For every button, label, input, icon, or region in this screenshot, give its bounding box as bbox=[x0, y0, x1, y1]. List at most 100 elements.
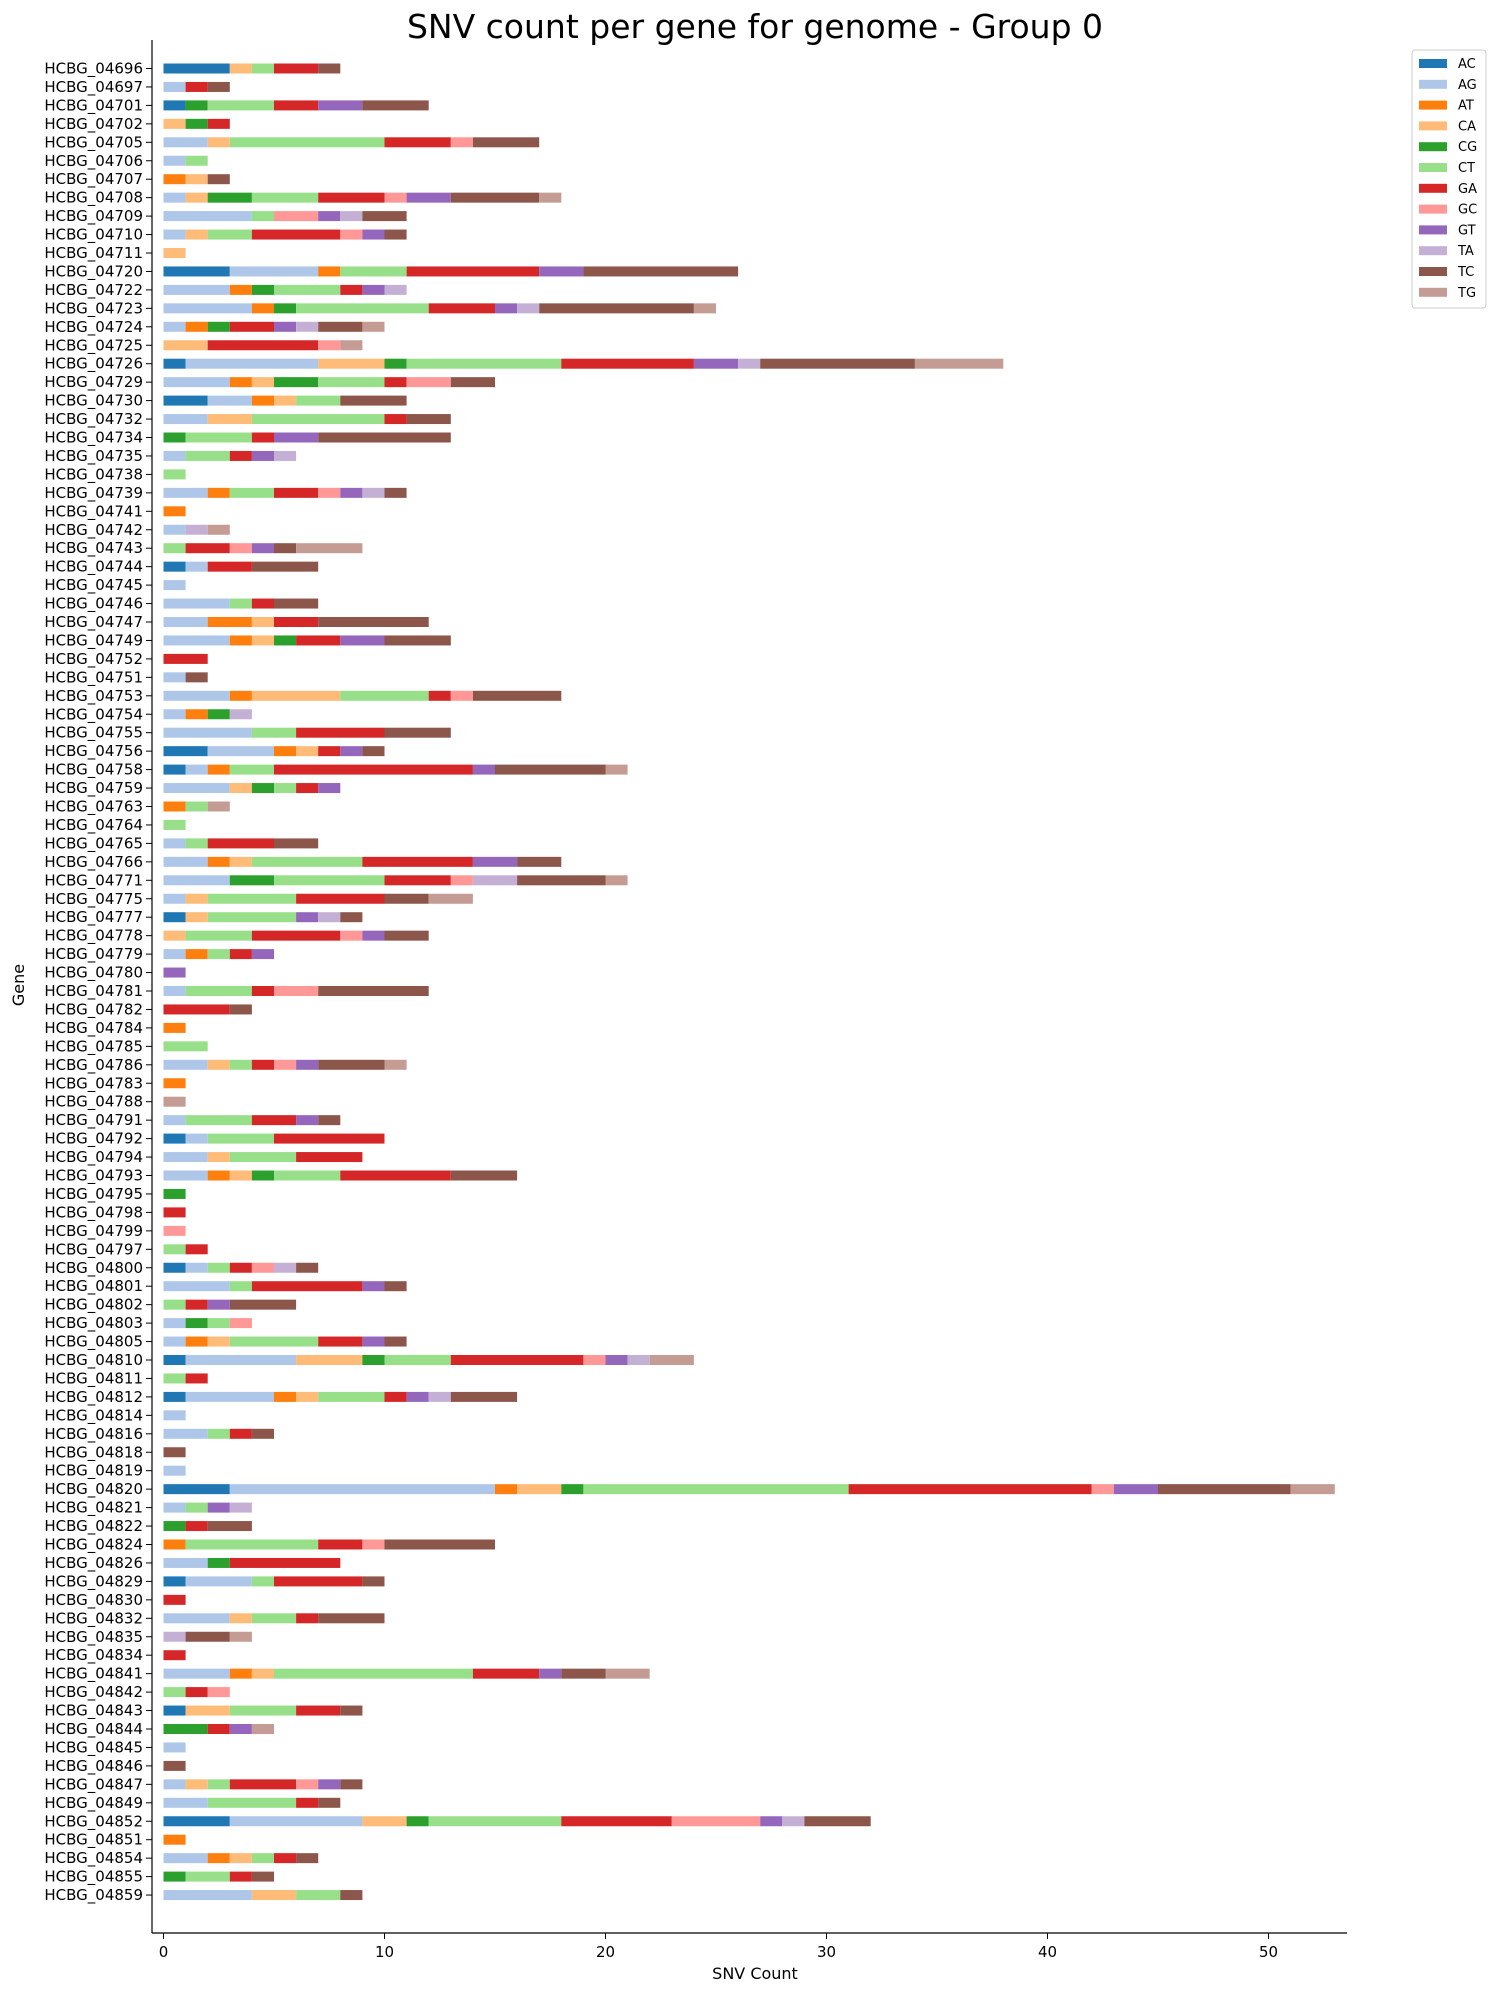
bar-segment-hcbg_04730-at bbox=[251, 395, 274, 406]
bar-segment-hcbg_04701-ga bbox=[274, 100, 319, 111]
x-axis-label: SNV Count bbox=[712, 1964, 798, 1983]
bar-segment-hcbg_04786-ct bbox=[229, 1059, 252, 1070]
bar-segment-hcbg_04821-ta bbox=[229, 1502, 252, 1513]
bar-segment-hcbg_04723-ag bbox=[163, 303, 252, 314]
bar-segment-hcbg_04859-ag bbox=[163, 1890, 252, 1901]
bar-segment-hcbg_04753-gc bbox=[450, 690, 473, 701]
bar-segment-hcbg_04759-ct bbox=[274, 783, 297, 794]
bar-segment-hcbg_04777-ac bbox=[163, 912, 186, 923]
legend: AC AG AT CA CG CT GA GC GT TA TC TG bbox=[1411, 49, 1487, 309]
bar-segment-hcbg_04820-gt bbox=[1113, 1484, 1158, 1495]
bar-segment-hcbg_04786-ag bbox=[163, 1059, 208, 1070]
bar-segment-hcbg_04744-tc bbox=[251, 561, 319, 572]
bar-segment-hcbg_04749-gt bbox=[340, 635, 385, 646]
bar-segment-hcbg_04821-ct bbox=[185, 1502, 208, 1513]
bar-segment-hcbg_04816-ag bbox=[163, 1428, 208, 1439]
bar-segment-hcbg_04763-at bbox=[163, 801, 186, 812]
bar-segment-hcbg_04844-tg bbox=[251, 1724, 274, 1734]
legend-label-ta: TA bbox=[1457, 244, 1474, 259]
bar-segment-hcbg_04749-ca bbox=[251, 635, 274, 646]
bar-segment-hcbg_04771-cg bbox=[229, 875, 274, 886]
bar-segment-hcbg_04710-gc bbox=[340, 229, 363, 240]
bar-segment-hcbg_04794-ca bbox=[207, 1152, 230, 1163]
bar-segment-hcbg_04739-ct bbox=[229, 487, 274, 498]
bar-segment-hcbg_04756-ga bbox=[318, 746, 341, 757]
bar-segment-hcbg_04726-cg bbox=[384, 358, 407, 369]
bar-segment-hcbg_04705-ct bbox=[229, 137, 385, 148]
bar-segment-hcbg_04852-ct bbox=[428, 1816, 562, 1827]
bar-segment-hcbg_04729-cg bbox=[274, 377, 319, 388]
y-tick-label: HCBG_04706 bbox=[44, 152, 143, 171]
bar-segment-hcbg_04811-ga bbox=[185, 1373, 208, 1384]
bar-segment-hcbg_04841-at bbox=[229, 1668, 252, 1679]
y-tick-label: HCBG_04783 bbox=[44, 1074, 143, 1093]
bar-segment-hcbg_04723-ga bbox=[428, 303, 495, 314]
legend-frame bbox=[1411, 49, 1487, 309]
bar-segment-hcbg_04749-tc bbox=[384, 635, 451, 646]
bar-segment-hcbg_04744-ac bbox=[163, 561, 186, 572]
bar-segment-hcbg_04800-ct bbox=[207, 1262, 230, 1273]
bar-segment-hcbg_04726-ga bbox=[561, 358, 694, 369]
bar-segment-hcbg_04852-tc bbox=[804, 1816, 871, 1827]
bar-segment-hcbg_04786-ca bbox=[207, 1059, 230, 1070]
bar-segment-hcbg_04724-cg bbox=[207, 321, 230, 332]
bar-segment-hcbg_04855-tc bbox=[251, 1871, 274, 1882]
bar-segment-hcbg_04756-tc bbox=[362, 746, 385, 757]
bar-segment-hcbg_04854-ct bbox=[251, 1853, 274, 1864]
bar-segment-hcbg_04735-ta bbox=[274, 450, 297, 461]
bar-segment-hcbg_04696-tc bbox=[318, 63, 341, 74]
bar-segment-hcbg_04696-ac bbox=[163, 63, 230, 74]
y-tick-label: HCBG_04753 bbox=[44, 687, 143, 706]
bar-segment-hcbg_04777-ta bbox=[318, 912, 341, 923]
bar-segment-hcbg_04753-ga bbox=[428, 690, 451, 701]
y-tick-label: HCBG_04852 bbox=[44, 1812, 143, 1831]
bar-segment-hcbg_04709-ag bbox=[163, 211, 252, 222]
bar-segment-hcbg_04788-tg bbox=[163, 1096, 186, 1107]
bar-segment-hcbg_04812-ga bbox=[384, 1391, 407, 1402]
bar-segment-hcbg_04753-ct bbox=[340, 690, 429, 701]
bar-segment-hcbg_04710-ag bbox=[163, 229, 186, 240]
y-tick-label: HCBG_04805 bbox=[44, 1333, 143, 1352]
bar-segment-hcbg_04763-tg bbox=[207, 801, 230, 812]
bar-segment-hcbg_04791-ga bbox=[251, 1115, 297, 1126]
bar-segment-hcbg_04812-ta bbox=[428, 1391, 451, 1402]
bar-segment-hcbg_04759-gt bbox=[318, 783, 341, 794]
bar-segment-hcbg_04842-ga bbox=[185, 1687, 208, 1698]
legend-swatch-gt bbox=[1419, 225, 1447, 235]
y-tick-label: HCBG_04855 bbox=[44, 1868, 143, 1887]
y-tick-label: HCBG_04842 bbox=[44, 1683, 143, 1702]
bar-segment-hcbg_04765-tc bbox=[274, 838, 319, 849]
bar-segment-hcbg_04824-ct bbox=[185, 1539, 319, 1550]
bar-segment-hcbg_04845-ag bbox=[163, 1742, 186, 1753]
bar-segment-hcbg_04730-ca bbox=[274, 395, 297, 406]
bar-segment-hcbg_04723-cg bbox=[274, 303, 297, 314]
bar-segment-hcbg_04792-ac bbox=[163, 1133, 186, 1144]
y-tick-label: HCBG_04779 bbox=[44, 945, 143, 964]
bar-segment-hcbg_04852-ag bbox=[229, 1816, 363, 1827]
bar-segment-hcbg_04842-gc bbox=[207, 1687, 230, 1698]
bar-segment-hcbg_04854-ag bbox=[163, 1853, 208, 1864]
bar-segment-hcbg_04820-ag bbox=[229, 1484, 496, 1495]
bar-segment-hcbg_04723-gt bbox=[495, 303, 518, 314]
y-tick-label: HCBG_04709 bbox=[44, 207, 143, 226]
bar-segment-hcbg_04771-ga bbox=[384, 875, 451, 886]
bar-segment-hcbg_04710-ct bbox=[207, 229, 252, 240]
bar-segment-hcbg_04735-gt bbox=[251, 450, 274, 461]
y-tick-label: HCBG_04798 bbox=[44, 1203, 143, 1222]
bar-segment-hcbg_04826-cg bbox=[207, 1557, 230, 1568]
bar-segment-hcbg_04802-tc bbox=[229, 1299, 297, 1310]
bar-segment-hcbg_04835-tg bbox=[229, 1631, 252, 1642]
bar-segment-hcbg_04801-ct bbox=[229, 1281, 252, 1292]
bar-segment-hcbg_04785-ct bbox=[163, 1041, 208, 1052]
bar-segment-hcbg_04852-ac bbox=[163, 1816, 230, 1827]
bar-segment-hcbg_04707-at bbox=[163, 174, 186, 185]
bar-segment-hcbg_04778-tc bbox=[384, 930, 429, 941]
bar-segment-hcbg_04722-ga bbox=[340, 284, 363, 295]
bar-segment-hcbg_04755-ga bbox=[296, 727, 385, 738]
bar-segment-hcbg_04696-ca bbox=[229, 63, 252, 74]
y-tick-label: HCBG_04755 bbox=[44, 724, 143, 743]
bar-segment-hcbg_04724-tc bbox=[318, 321, 363, 332]
bar-segment-hcbg_04778-ca bbox=[163, 930, 186, 941]
bar-segment-hcbg_04801-gt bbox=[362, 1281, 385, 1292]
y-tick-label: HCBG_04756 bbox=[44, 742, 143, 761]
